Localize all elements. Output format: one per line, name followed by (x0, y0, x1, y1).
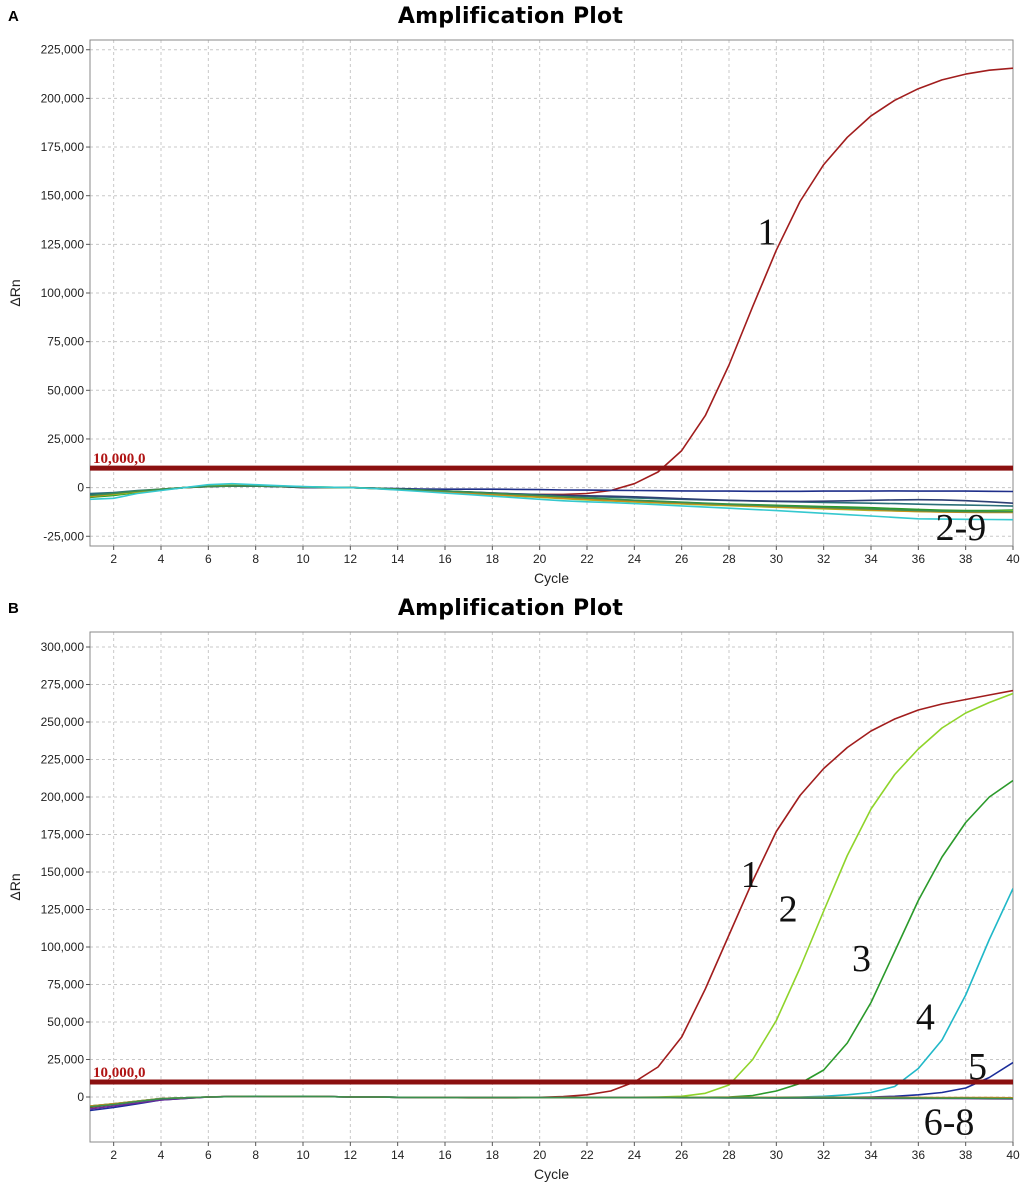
x-tick-label: 36 (912, 552, 926, 566)
x-tick-label: 12 (344, 1148, 358, 1162)
x-tick-label: 12 (344, 552, 358, 566)
x-tick-label: 20 (533, 552, 547, 566)
x-tick-label: 18 (486, 1148, 500, 1162)
x-tick-label: 20 (533, 1148, 547, 1162)
x-tick-label: 14 (391, 552, 405, 566)
x-tick-label: 32 (817, 1148, 831, 1162)
x-tick-label: 8 (252, 1148, 259, 1162)
x-tick-label: 8 (252, 552, 259, 566)
x-tick-label: 14 (391, 1148, 405, 1162)
x-tick-label: 16 (438, 552, 452, 566)
x-tick-label: 22 (580, 1148, 594, 1162)
y-axis-title: ΔRn (7, 873, 23, 900)
amplification-plot-b: 2 4 6 8 10 12 14 16 18 20 22 24 26 28 30 32 34 36 38 40025,… (7, 631, 1020, 1182)
x-tick-label: 22 (580, 552, 594, 566)
threshold-label: 10,000,0 (93, 451, 146, 467)
x-tick-label: 10 (296, 1148, 310, 1162)
x-tick-label: 34 (864, 1148, 878, 1162)
y-tick-label: 75,000 (47, 335, 84, 349)
y-tick-label: 225,000 (41, 43, 85, 57)
curve-label: 5 (968, 1046, 987, 1088)
x-tick-label: 10 (296, 552, 310, 566)
plot-area (90, 632, 1013, 1142)
y-tick-label: 50,000 (47, 1015, 84, 1029)
chart-title: Amplification Plot (397, 4, 624, 29)
series-group (90, 67, 1013, 521)
x-tick-label: 6 (205, 552, 212, 566)
y-tick-label: 275,000 (41, 678, 85, 692)
curve-label: 4 (916, 997, 935, 1039)
curve-label: 1 (741, 854, 760, 896)
y-tick-label: -25,000 (43, 529, 84, 543)
y-tick-label: 200,000 (41, 790, 85, 804)
curve-label: 2 (779, 889, 798, 931)
x-tick-label: 24 (628, 552, 642, 566)
series-line (90, 485, 1013, 513)
y-tick-label: 0 (77, 1090, 84, 1104)
x-tick-label: 36 (912, 1148, 926, 1162)
panel-a: A Amplification Plot 2 4 6 8 10 12 14 16 18 20 22 2… (7, 4, 1020, 586)
curve-label: 2-9 (936, 507, 987, 549)
x-tick-label: 26 (675, 552, 689, 566)
panel-letter: B (8, 600, 19, 617)
panel-b: B Amplification Plot 2 4 6 8 10 12 14 16 18 20 22 2… (0, 596, 1021, 1188)
chart-title: Amplification Plot (397, 596, 624, 621)
x-tick-label: 4 (158, 1148, 165, 1162)
x-tick-label: 24 (628, 1148, 642, 1162)
x-tick-label: 28 (722, 1148, 736, 1162)
curve-label: 6-8 (924, 1102, 975, 1144)
threshold-label: 10,000,0 (93, 1065, 146, 1081)
y-axis-title: ΔRn (7, 279, 23, 306)
plot-frame (89, 631, 1014, 1143)
y-tick-label: 50,000 (47, 383, 84, 397)
y-tick-label: 100,000 (41, 940, 85, 954)
series-line (90, 482, 1013, 521)
x-tick-label: 28 (722, 552, 736, 566)
x-tick-label: 2 (110, 1148, 117, 1162)
x-tick-label: 40 (1006, 552, 1020, 566)
x-tick-label: 18 (486, 552, 500, 566)
curve-label: 1 (757, 211, 776, 253)
series-group (90, 689, 1013, 1112)
x-tick-label: 30 (770, 552, 784, 566)
y-tick-label: 75,000 (47, 978, 84, 992)
y-tick-label: 200,000 (41, 91, 85, 105)
y-tick-label: 25,000 (47, 432, 84, 446)
x-tick-label: 38 (959, 1148, 973, 1162)
y-tick-label: 225,000 (41, 753, 85, 767)
x-axis-title: Cycle (534, 1166, 569, 1182)
x-tick-label: 2 (110, 552, 117, 566)
x-tick-label: 16 (438, 1148, 452, 1162)
x-tick-label: 38 (959, 552, 973, 566)
y-tick-label: 125,000 (41, 237, 85, 251)
x-tick-label: 30 (770, 1148, 784, 1162)
x-axis-title: Cycle (534, 570, 569, 586)
y-tick-label: 250,000 (41, 715, 85, 729)
x-tick-label: 26 (675, 1148, 689, 1162)
y-tick-label: 100,000 (41, 286, 85, 300)
x-tick-label: 32 (817, 552, 831, 566)
amplification-plot-a: 2 4 6 8 10 12 14 16 18 20 22 24 26 28 30 32 34 36 38 40-25,… (7, 39, 1020, 586)
y-tick-label: 175,000 (41, 140, 85, 154)
y-tick-label: 175,000 (41, 828, 85, 842)
x-tick-label: 40 (1006, 1148, 1020, 1162)
y-tick-label: 150,000 (41, 189, 85, 203)
x-tick-label: 34 (864, 552, 878, 566)
y-tick-label: 300,000 (41, 640, 85, 654)
x-tick-label: 6 (205, 1148, 212, 1162)
x-tick-label: 4 (158, 552, 165, 566)
y-tick-label: 0 (77, 481, 84, 495)
y-tick-label: 150,000 (41, 865, 85, 879)
y-tick-label: 25,000 (47, 1053, 84, 1067)
panel-letter: A (8, 8, 19, 25)
curve-label: 3 (852, 938, 871, 980)
series-line (90, 1095, 1013, 1108)
y-tick-label: 125,000 (41, 903, 85, 917)
